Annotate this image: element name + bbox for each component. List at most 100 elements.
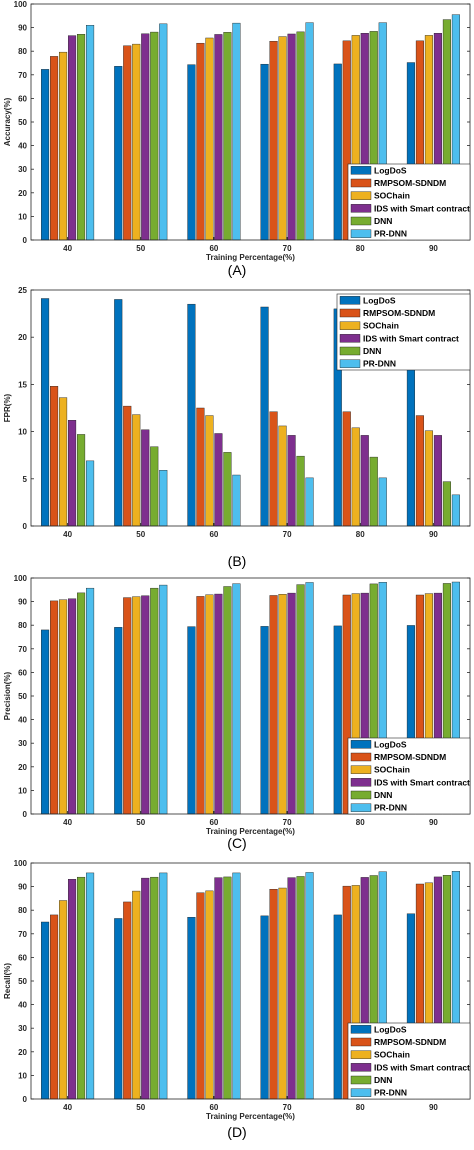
bar-pr-dnn-70 (305, 872, 314, 1100)
bar-ids-with-smart-contract-50 (141, 877, 150, 1100)
y-tick-label: 100 (14, 859, 28, 868)
legend-box (347, 1022, 471, 1100)
legend-swatch (350, 229, 372, 238)
bars (41, 581, 460, 815)
x-tick-label: 80 (356, 244, 365, 253)
legend-swatch (350, 778, 372, 787)
x-tick-label: 70 (283, 818, 292, 827)
x-axis-label: Training Percentage(%) (206, 253, 295, 262)
y-tick-label: 10 (18, 786, 27, 795)
y-tick-label: 60 (18, 94, 27, 103)
legend-entry-label: SOChain (374, 191, 410, 201)
bar-logdos-40 (41, 69, 50, 241)
y-tick-label: 20 (18, 1048, 27, 1057)
legend-entry-label: DNN (374, 216, 392, 226)
y-tick-label: 20 (18, 333, 27, 342)
y-tick-label: 20 (18, 189, 27, 198)
bar-sochain-60 (205, 594, 214, 815)
bar-sochain-70 (278, 887, 287, 1100)
bar-rmpsom-sdndm-80 (342, 411, 351, 527)
legend-swatch (350, 178, 372, 188)
bar-rmpsom-sdndm-70 (269, 889, 278, 1100)
bar-dnn-40 (77, 876, 86, 1100)
x-tick-label: 80 (356, 1103, 365, 1112)
bar-pr-dnn-70 (305, 582, 314, 815)
y-axis-label: Precision(%) (3, 671, 12, 720)
y-tick-label: 30 (18, 165, 27, 174)
y-tick-label: 80 (18, 906, 27, 915)
bar-logdos-60 (187, 917, 196, 1100)
y-axis-label: Recall(%) (3, 963, 12, 999)
bar-logdos-70 (260, 915, 269, 1100)
legend-entry-label: LogDoS (374, 1024, 407, 1034)
x-tick-label: 50 (136, 1103, 145, 1112)
bar-logdos-60 (187, 64, 196, 241)
bar-pr-dnn-70 (305, 477, 314, 527)
bar-ids-with-smart-contract-60 (214, 593, 223, 815)
bar-dnn-70 (296, 31, 305, 241)
bar-logdos-40 (41, 921, 50, 1100)
x-tick-label: 90 (429, 818, 438, 827)
y-tick-label: 0 (23, 236, 28, 245)
bar-logdos-50 (114, 299, 123, 527)
legend-swatch (350, 1050, 372, 1059)
legend: LogDoS RMPSOM-SDNDM SOChain IDS with Smart … (347, 737, 471, 815)
bar-logdos-70 (260, 306, 269, 527)
bar-sochain-40 (59, 900, 68, 1100)
legend-swatch (350, 1075, 372, 1085)
y-tick-label: 0 (23, 810, 28, 819)
legend-entry-label: IDS with Smart contract (363, 333, 459, 343)
bar-rmpsom-sdndm-60 (196, 407, 205, 527)
y-tick-label: 80 (18, 621, 27, 630)
legend-entry-label: SOChain (374, 765, 410, 775)
y-tick-label: 25 (18, 286, 27, 295)
x-axis-label: Training Percentage(%) (206, 1112, 295, 1121)
legend-swatch (339, 334, 361, 343)
x-tick-label: 40 (63, 244, 72, 253)
bar-pr-dnn-40 (86, 25, 95, 241)
bar-sochain-70 (278, 425, 287, 527)
bar-rmpsom-sdndm-50 (123, 901, 132, 1100)
bar-rmpsom-sdndm-50 (123, 597, 132, 815)
y-tick-label: 90 (18, 883, 27, 892)
legend-box (347, 163, 471, 241)
bar-logdos-70 (260, 626, 269, 815)
bar-ids-with-smart-contract-70 (287, 33, 296, 241)
bar-pr-dnn-50 (159, 872, 168, 1100)
bar-ids-with-smart-contract-40 (68, 35, 77, 241)
bar-pr-dnn-40 (86, 872, 95, 1100)
panel-caption: (D) (227, 1124, 246, 1140)
y-tick-label: 70 (18, 645, 27, 654)
y-tick-label: 0 (23, 522, 28, 531)
x-tick-label: 60 (209, 818, 218, 827)
legend-swatch (350, 803, 372, 812)
bar-sochain-80 (351, 427, 360, 527)
bar-rmpsom-sdndm-40 (50, 56, 59, 241)
legend-swatch (350, 216, 372, 226)
y-tick-label: 80 (18, 47, 27, 56)
bar-pr-dnn-60 (232, 22, 241, 241)
bar-logdos-50 (114, 66, 123, 241)
bar-pr-dnn-40 (86, 460, 95, 527)
chart-panel-1: 0 10 20 30 40 50 60 70 80 90 100 40 50 60 70 80 90 Traini… (3, 0, 471, 278)
legend-entry-label: PR-DNN (363, 359, 396, 369)
legend-swatch (350, 740, 372, 749)
legend-entry-label: DNN (374, 1075, 392, 1085)
bar-sochain-90 (424, 430, 433, 527)
x-tick-label: 40 (63, 818, 72, 827)
bar-pr-dnn-90 (451, 494, 460, 527)
y-tick-label: 0 (23, 1095, 28, 1104)
y-tick-label: 10 (18, 1071, 27, 1080)
x-tick-label: 60 (209, 1103, 218, 1112)
legend-entry-label: LogDoS (374, 165, 407, 175)
bar-rmpsom-sdndm-60 (196, 892, 205, 1100)
y-tick-label: 70 (18, 930, 27, 939)
legend-entry-label: IDS with Smart contract (374, 203, 470, 213)
x-tick-label: 60 (209, 244, 218, 253)
y-tick-label: 40 (18, 1001, 27, 1010)
bar-ids-with-smart-contract-50 (141, 429, 150, 527)
bar-ids-with-smart-contract-70 (287, 877, 296, 1100)
bar-dnn-60 (223, 586, 232, 815)
bar-rmpsom-sdndm-60 (196, 42, 205, 241)
